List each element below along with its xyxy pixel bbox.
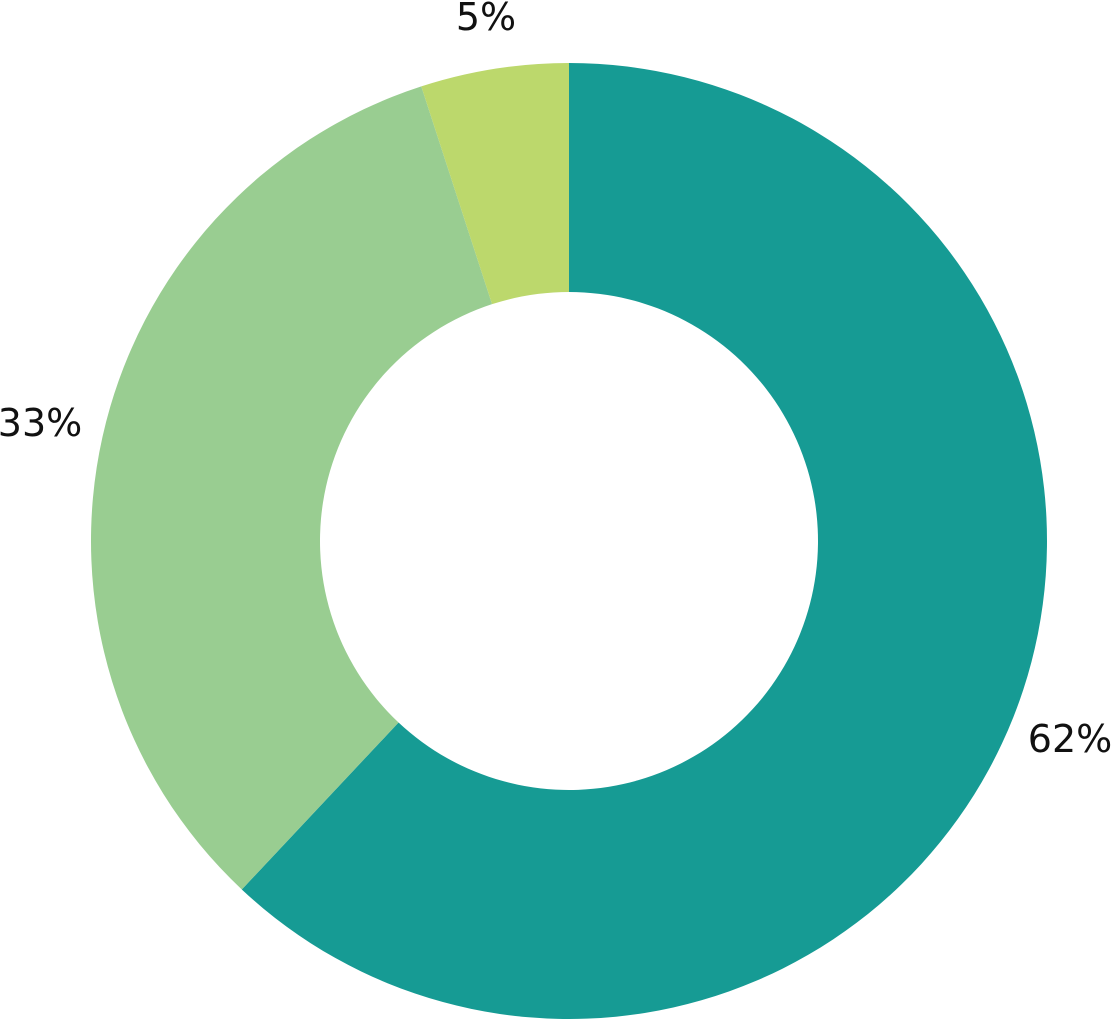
slice-label-2: 33% <box>0 401 82 445</box>
slices-group <box>91 63 1047 1019</box>
donut-slice-1 <box>241 63 1047 1019</box>
donut-slice-3 <box>421 63 569 305</box>
slice-label-3: 5% <box>456 0 516 39</box>
donut-slice-2 <box>91 86 493 890</box>
labels-group: 62% 33% 5% <box>0 0 1112 761</box>
slice-label-1: 62% <box>1028 717 1112 761</box>
